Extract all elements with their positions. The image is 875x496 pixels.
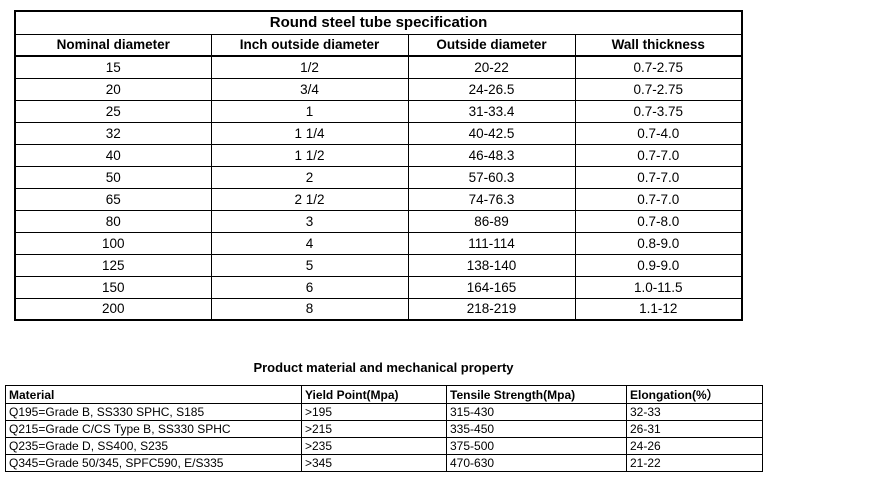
material-table-header-row: Material Yield Point(Mpa) Tensile Streng… xyxy=(5,385,763,404)
table-cell: 25 xyxy=(14,99,212,123)
material-property-section: Product material and mechanical property… xyxy=(5,360,763,472)
table-cell: 111-114 xyxy=(407,231,576,255)
table-cell: 0.7-2.75 xyxy=(574,55,743,79)
table-cell: Q345=Grade 50/345, SPFC590, E/S335 xyxy=(5,454,302,472)
table-cell: 150 xyxy=(14,275,212,299)
table-cell: Q215=Grade C/CS Type B, SS330 SPHC xyxy=(5,420,302,438)
column-header-tensile-strength: Tensile Strength(Mpa) xyxy=(446,385,627,404)
spec-table-title-row: Round steel tube specification xyxy=(14,10,743,35)
table-cell: 1.1-12 xyxy=(574,297,743,321)
table-cell: 24-26 xyxy=(626,437,763,455)
table-row: 100 4 111-114 0.8-9.0 xyxy=(14,231,743,255)
spec-table-header-row: Nominal diameter Inch outside diameter O… xyxy=(14,33,743,57)
table-cell: 2 1/2 xyxy=(210,187,409,211)
table-cell: 0.7-8.0 xyxy=(574,209,743,233)
table-cell: 46-48.3 xyxy=(407,143,576,167)
table-cell: 8 xyxy=(210,297,409,321)
table-cell: 100 xyxy=(14,231,212,255)
table-cell: 5 xyxy=(210,253,409,277)
table-cell: 2 xyxy=(210,165,409,189)
table-cell: 4 xyxy=(210,231,409,255)
table-cell: 40-42.5 xyxy=(407,121,576,145)
table-cell: 20-22 xyxy=(407,55,576,79)
spec-table-body: 15 1/2 20-22 0.7-2.75 20 3/4 24-26.5 0.7-2.75 25… xyxy=(14,55,743,321)
table-row: Q195=Grade B, SS330 SPHC, S185 >195 315-43… xyxy=(5,403,763,421)
table-row: 15 1/2 20-22 0.7-2.75 xyxy=(14,55,743,79)
column-header-elongation: Elongation(%） xyxy=(626,385,763,404)
table-cell: 164-165 xyxy=(407,275,576,299)
table-row: 80 3 86-89 0.7-8.0 xyxy=(14,209,743,233)
table-cell: 3/4 xyxy=(210,77,409,101)
table-cell: 32-33 xyxy=(626,403,763,421)
table-row: 50 2 57-60.3 0.7-7.0 xyxy=(14,165,743,189)
table-cell: >215 xyxy=(301,420,447,438)
table-row: 150 6 164-165 1.0-11.5 xyxy=(14,275,743,299)
table-cell: 65 xyxy=(14,187,212,211)
material-table-title: Product material and mechanical property xyxy=(253,360,514,375)
table-cell: 125 xyxy=(14,253,212,277)
table-cell: 6 xyxy=(210,275,409,299)
spec-table-title: Round steel tube specification xyxy=(14,10,743,35)
table-row: 65 2 1/2 74-76.3 0.7-7.0 xyxy=(14,187,743,211)
column-header-material: Material xyxy=(5,385,302,404)
material-property-table: Material Yield Point(Mpa) Tensile Streng… xyxy=(5,385,763,472)
table-cell: 40 xyxy=(14,143,212,167)
table-cell: 15 xyxy=(14,55,212,79)
table-row: 125 5 138-140 0.9-9.0 xyxy=(14,253,743,277)
table-cell: 1 xyxy=(210,99,409,123)
table-cell: >345 xyxy=(301,454,447,472)
table-cell: 80 xyxy=(14,209,212,233)
table-row: 40 1 1/2 46-48.3 0.7-7.0 xyxy=(14,143,743,167)
table-cell: 20 xyxy=(14,77,212,101)
table-cell: 315-430 xyxy=(446,403,627,421)
column-header-nominal-diameter: Nominal diameter xyxy=(14,33,212,57)
table-cell: 0.7-4.0 xyxy=(574,121,743,145)
table-row: Q235=Grade D, SS400, S235 >235 375-500 24-2… xyxy=(5,437,763,455)
table-cell: >235 xyxy=(301,437,447,455)
table-cell: 74-76.3 xyxy=(407,187,576,211)
table-cell: Q235=Grade D, SS400, S235 xyxy=(5,437,302,455)
table-cell: 0.7-7.0 xyxy=(574,143,743,167)
table-cell: 24-26.5 xyxy=(407,77,576,101)
table-cell: 31-33.4 xyxy=(407,99,576,123)
column-header-wall-thickness: Wall thickness xyxy=(574,33,743,57)
table-cell: 200 xyxy=(14,297,212,321)
table-cell: 335-450 xyxy=(446,420,627,438)
table-row: 32 1 1/4 40-42.5 0.7-4.0 xyxy=(14,121,743,145)
table-cell: 375-500 xyxy=(446,437,627,455)
table-row: 200 8 218-219 1.1-12 xyxy=(14,297,743,321)
column-header-yield-point: Yield Point(Mpa) xyxy=(301,385,447,404)
table-cell: Q195=Grade B, SS330 SPHC, S185 xyxy=(5,403,302,421)
table-cell: 26-31 xyxy=(626,420,763,438)
table-cell: 50 xyxy=(14,165,212,189)
table-cell: 0.7-2.75 xyxy=(574,77,743,101)
table-cell: 0.7-7.0 xyxy=(574,165,743,189)
table-row: 20 3/4 24-26.5 0.7-2.75 xyxy=(14,77,743,101)
table-cell: 0.9-9.0 xyxy=(574,253,743,277)
material-table-body: Q195=Grade B, SS330 SPHC, S185 >195 315-43… xyxy=(5,403,763,472)
table-cell: 1/2 xyxy=(210,55,409,79)
table-cell: >195 xyxy=(301,403,447,421)
table-cell: 86-89 xyxy=(407,209,576,233)
table-cell: 21-22 xyxy=(626,454,763,472)
column-header-outside-diameter: Outside diameter xyxy=(407,33,576,57)
table-cell: 218-219 xyxy=(407,297,576,321)
table-cell: 470-630 xyxy=(446,454,627,472)
table-cell: 0.7-3.75 xyxy=(574,99,743,123)
round-steel-tube-spec-table: Round steel tube specification Nominal d… xyxy=(14,10,744,321)
table-row: Q345=Grade 50/345, SPFC590, E/S335 >345 47… xyxy=(5,454,763,472)
table-cell: 1.0-11.5 xyxy=(574,275,743,299)
table-cell: 0.8-9.0 xyxy=(574,231,743,255)
table-cell: 3 xyxy=(210,209,409,233)
table-cell: 1 1/4 xyxy=(210,121,409,145)
table-cell: 32 xyxy=(14,121,212,145)
column-header-inch-outside-diameter: Inch outside diameter xyxy=(210,33,409,57)
table-row: Q215=Grade C/CS Type B, SS330 SPHC >215 33… xyxy=(5,420,763,438)
table-row: 25 1 31-33.4 0.7-3.75 xyxy=(14,99,743,123)
table-cell: 1 1/2 xyxy=(210,143,409,167)
table-cell: 138-140 xyxy=(407,253,576,277)
table-cell: 0.7-7.0 xyxy=(574,187,743,211)
table-cell: 57-60.3 xyxy=(407,165,576,189)
